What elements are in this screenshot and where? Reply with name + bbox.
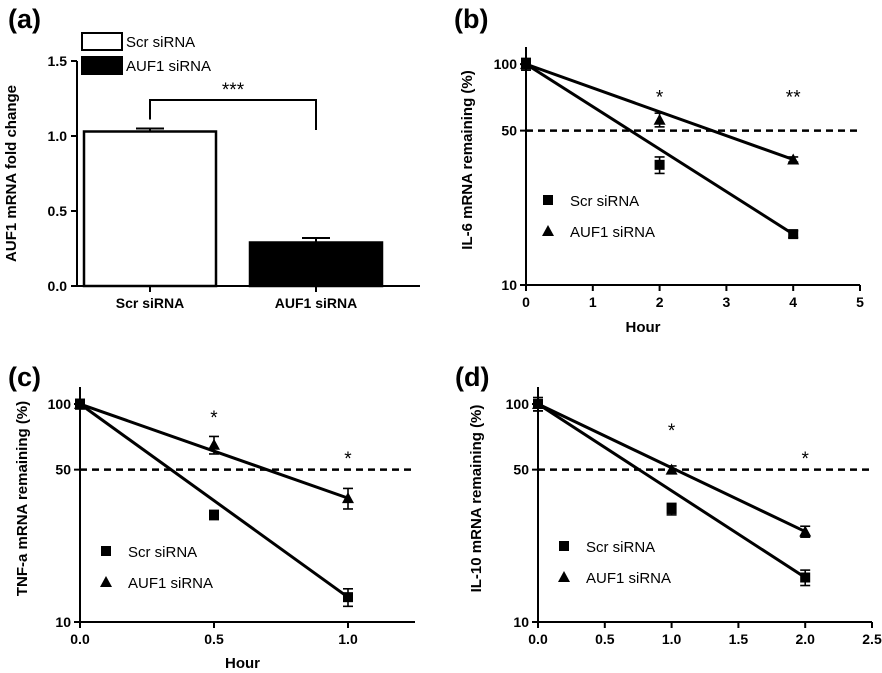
x-tick-label: 0.5 [204, 631, 224, 647]
y-tick-label: 0.5 [48, 203, 68, 219]
x-tick-label: 0.0 [70, 631, 90, 647]
significance-bracket [149, 99, 317, 130]
y-axis-label: IL-6 mRNA remaining (%) [459, 70, 476, 249]
fit-line-square [79, 402, 349, 599]
data-point-triangle [74, 398, 86, 410]
legend-label: Scr siRNA [126, 34, 195, 51]
data-point-triangle [520, 58, 532, 70]
x-tick-label: 1.5 [729, 631, 749, 647]
data-point-triangle [653, 113, 666, 125]
y-tick-label: 50 [55, 462, 71, 478]
x-tick-label: 1 [589, 294, 597, 310]
legend-swatch [81, 56, 123, 75]
significance-label: * [668, 421, 676, 442]
data-point-triangle [532, 398, 544, 410]
y-tick-label: 100 [494, 56, 518, 72]
x-tick-label: 0.0 [528, 631, 548, 647]
x-tick-label: 2 [656, 294, 664, 310]
bar [248, 241, 384, 288]
fit-line-square [525, 62, 795, 236]
legend-label: AUF1 siRNA [128, 575, 213, 592]
panel-label: (c) [8, 362, 41, 392]
y-tick-label: 50 [513, 462, 529, 478]
y-tick-label: 10 [55, 614, 71, 630]
x-tick-label: 1.0 [338, 631, 358, 647]
fit-line-triangle [525, 62, 794, 161]
x-axis-label: Hour [225, 655, 260, 672]
data-point-square [343, 592, 353, 603]
data-point-triangle [342, 492, 354, 504]
x-tick-label: 0.5 [595, 631, 615, 647]
legend-swatch [81, 32, 123, 51]
legend-label: Scr siRNA [128, 544, 197, 561]
x-tick-label: 4 [789, 294, 797, 310]
legend-label: AUF1 siRNA [126, 58, 211, 75]
x-tick-label: 1.0 [662, 631, 682, 647]
x-tick-label: Scr siRNA [116, 295, 184, 311]
x-axis-label: Hour [626, 319, 661, 336]
data-point-square [101, 546, 111, 556]
legend-label: AUF1 siRNA [586, 570, 671, 587]
legend-label: Scr siRNA [570, 193, 639, 210]
y-axis-label: TNF-a mRNA remaining (%) [14, 401, 31, 596]
x-tick-label: 2.0 [795, 631, 815, 647]
x-tick-label: 3 [723, 294, 731, 310]
significance-label: * [210, 408, 218, 429]
y-axis-label: IL-10 mRNA remaining (%) [468, 405, 485, 593]
y-tick-label: 0.0 [48, 278, 68, 294]
y-tick-label: 100 [506, 396, 530, 412]
y-tick-label: 100 [48, 396, 72, 412]
data-point-square [788, 229, 799, 240]
panel-label: (d) [455, 362, 489, 392]
significance-label: * [656, 88, 664, 109]
significance-label: * [801, 449, 809, 470]
data-point-square [800, 572, 811, 583]
significance-label: * [344, 449, 352, 470]
data-point-triangle [208, 438, 220, 450]
data-point-triangle [558, 571, 570, 582]
data-point-square [666, 503, 677, 514]
panel-label: (a) [8, 4, 41, 34]
panel-d: (d) 10 50 100 0.0 0.5 1.0 1.5 2.0 2.5 * * Scr siRNA A… [455, 362, 882, 647]
x-tick-label: 5 [856, 294, 864, 310]
data-point-triangle [799, 525, 812, 537]
legend-label: Scr siRNA [586, 539, 655, 556]
x-tick-label: AUF1 siRNA [275, 295, 357, 311]
data-point-square [654, 159, 665, 170]
data-point-triangle [542, 225, 554, 236]
significance-label: ** [786, 88, 801, 109]
data-point-square [543, 195, 553, 205]
x-tick-label: 2.5 [862, 631, 882, 647]
y-tick-label: 10 [501, 277, 517, 293]
bar [82, 130, 218, 288]
y-tick-label: 1.5 [48, 53, 68, 69]
fit-line-square [537, 402, 807, 579]
panel-c: (c) 10 50 100 0.0 0.5 1.0 * * Scr siRNA AUF1 siRNA… [8, 362, 415, 672]
panel-label: (b) [454, 4, 488, 34]
data-point-triangle [665, 463, 678, 475]
y-tick-label: 10 [513, 614, 529, 630]
data-point-square [209, 509, 219, 520]
x-tick-label: 0 [522, 294, 530, 310]
y-tick-label: 50 [501, 123, 517, 139]
data-point-triangle [100, 576, 112, 587]
data-point-square [559, 541, 569, 551]
legend-label: AUF1 siRNA [570, 224, 655, 241]
y-tick-label: 1.0 [48, 128, 68, 144]
panel-a: (a) 0.0 0.5 1.0 1.5 Scr siRNA AUF1 siRNA *** Scr… [3, 4, 420, 311]
y-axis-label: AUF1 mRNA fold change [3, 85, 20, 262]
significance-label: *** [222, 80, 245, 101]
data-point-triangle [787, 153, 800, 165]
